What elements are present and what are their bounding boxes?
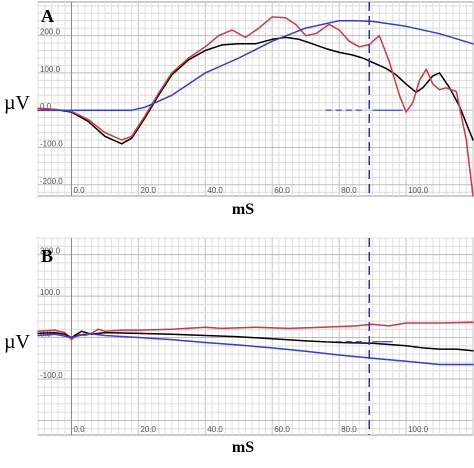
y-tick-label: -100.0 <box>40 140 63 149</box>
panel-b-letter: B <box>41 246 53 266</box>
panel-b-ylabel: µV <box>4 331 31 353</box>
x-tick-label: 80.0 <box>341 186 357 195</box>
series-line-3 <box>37 332 474 366</box>
panel-b-frame <box>37 237 474 436</box>
panel-b-annotations <box>325 238 393 435</box>
x-tick-label: 40.0 <box>207 425 223 434</box>
panel-a-annotations <box>325 2 403 196</box>
series-line-2 <box>37 16 474 197</box>
x-tick-label: 20.0 <box>140 425 156 434</box>
panel-a-ylabel: µV <box>4 92 31 114</box>
panel-a-tick-labels: 0.020.040.060.080.0100.0120200.0100.00.0… <box>40 28 429 195</box>
x-tick-label: 20.0 <box>140 186 156 195</box>
x-tick-label: 80.0 <box>341 425 357 434</box>
panel-a-xlabel: mS <box>232 201 254 218</box>
y-tick-label: -100.0 <box>40 371 63 380</box>
y-tick-label: 0.0 <box>40 330 52 339</box>
y-tick-label: -200.0 <box>40 177 63 186</box>
x-tick-label: 60.0 <box>274 186 290 195</box>
series-line-1 <box>37 36 474 145</box>
x-tick-label: 60.0 <box>274 425 290 434</box>
y-tick-label: 200.0 <box>40 247 61 256</box>
panel-b-xlabel: mS <box>232 439 254 456</box>
panel-a-grid <box>37 2 474 196</box>
y-tick-label: 100.0 <box>40 288 61 297</box>
panel-b: 0.020.040.060.080.0100.0120200.0100.00.0… <box>4 237 474 456</box>
panel-a-series <box>37 16 474 197</box>
y-tick-label: 200.0 <box>40 28 61 37</box>
panel-a-letter: A <box>41 6 54 26</box>
x-tick-label: 40.0 <box>207 186 223 195</box>
x-tick-label: 100.0 <box>408 186 429 195</box>
series-line-3 <box>37 19 474 111</box>
panel-a: 0.020.040.060.080.0100.0120200.0100.00.0… <box>4 1 474 218</box>
panel-b-series <box>37 321 474 366</box>
x-tick-label: 100.0 <box>408 425 429 434</box>
y-tick-label: 100.0 <box>40 65 61 74</box>
panel-b-tick-labels: 0.020.040.060.080.0100.0120200.0100.00.0… <box>40 247 429 434</box>
x-tick-label: 0.0 <box>73 186 85 195</box>
y-tick-label: 0.0 <box>40 102 52 111</box>
x-tick-label: 0.0 <box>73 425 85 434</box>
